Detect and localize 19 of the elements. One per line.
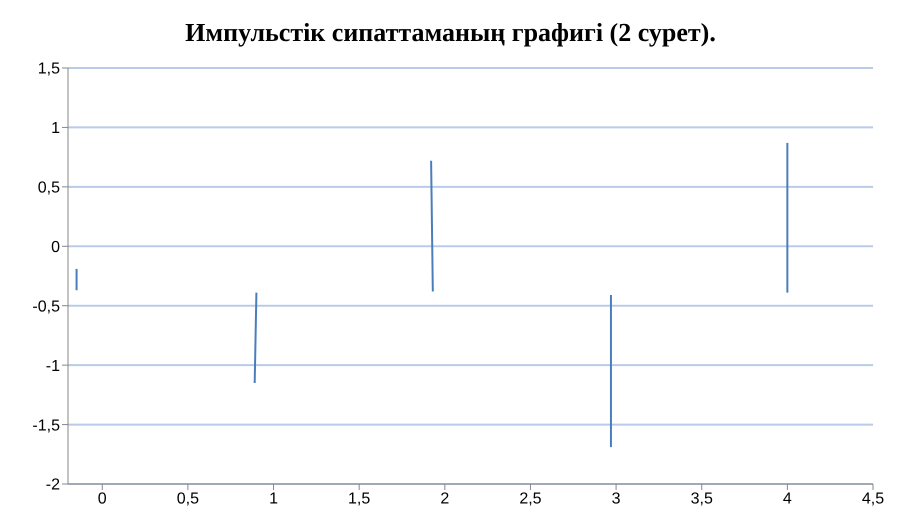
y-tick-label: 1 — [51, 120, 60, 138]
y-tick-label: 0,5 — [38, 180, 60, 197]
chart-title: Импульстік сипаттаманың графигі (2 сурет). — [184, 17, 717, 49]
x-tick-label: 0,5 — [176, 490, 200, 508]
y-tick-label: 1,5 — [38, 60, 60, 78]
x-tick-label: 1,5 — [348, 490, 370, 508]
y-tick-label: -1,5 — [32, 417, 60, 434]
y-tick-label: -0,5 — [32, 298, 60, 316]
x-tick-label: 1 — [269, 490, 278, 508]
x-tick-label: 3 — [612, 490, 621, 508]
y-tick-label: 0 — [51, 238, 60, 256]
y-tick-label: -2 — [46, 476, 60, 494]
x-tick-label: 2 — [440, 490, 450, 508]
x-tick-label: 4 — [782, 490, 792, 508]
x-tick-label: 4,5 — [862, 490, 884, 508]
y-tick-label: -1 — [46, 358, 60, 375]
x-tick-label: 2,5 — [519, 490, 542, 508]
x-tick-label: 0 — [98, 490, 107, 508]
x-tick-label: 3,5 — [690, 490, 713, 508]
